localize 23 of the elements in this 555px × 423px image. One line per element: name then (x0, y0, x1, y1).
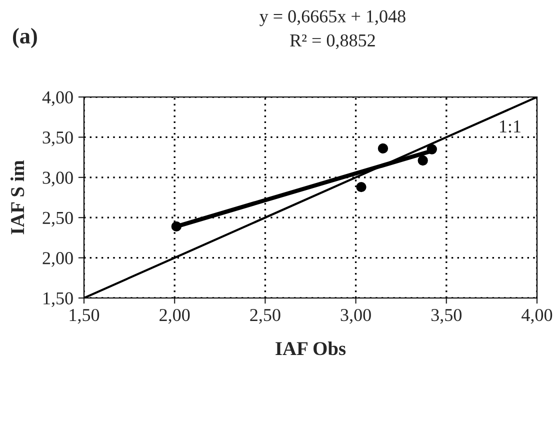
point (378, 143, 388, 154)
x-tick-label: 2,00 (160, 308, 190, 324)
y-tick-label: 2,00 (42, 252, 73, 267)
x-tick-label: 1,50 (70, 308, 100, 324)
x-tick-label: 2,50 (250, 308, 280, 324)
chart-title: y = 0,6665x + 1,048 (260, 10, 406, 26)
y-tick-label: 4,00 (42, 91, 73, 106)
point (418, 155, 428, 166)
y-tick-label: 3,50 (42, 131, 73, 146)
x-tick-label: 3,00 (340, 308, 371, 324)
y-axis-title: IAF S im (10, 160, 24, 234)
chart-subtitle: R² = 0,8852 (290, 34, 375, 50)
x-axis-title: IAF Obs (276, 341, 346, 356)
y-tick-label: 3,00 (42, 172, 73, 186)
point (171, 221, 182, 232)
annotation: 1:1 (500, 120, 520, 133)
y-tick-label: 1,50 (44, 292, 73, 308)
point (356, 182, 366, 192)
y-tick-label: 2,50 (42, 212, 73, 227)
point (426, 144, 437, 154)
x-tick-label: 3,50 (431, 308, 462, 324)
x-tick-label: 4,00 (522, 308, 552, 324)
text: (a) (12, 28, 37, 48)
